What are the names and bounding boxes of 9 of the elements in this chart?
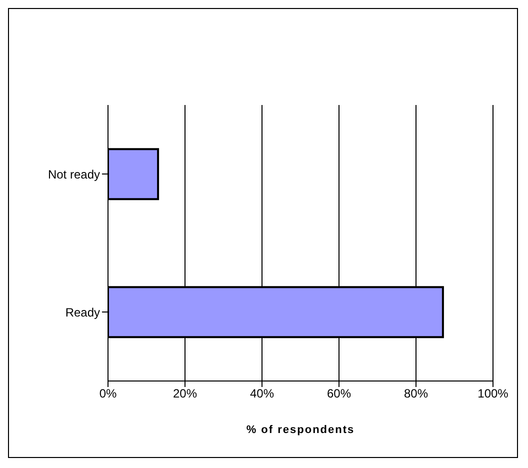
x-tick-label: 100% [478,386,509,401]
y-tick-label: Not ready [48,167,100,182]
x-tick-label: 0% [99,386,117,401]
x-tick-label: 60% [326,386,352,401]
x-axis-title: % of respondents [246,424,355,436]
x-tick-label: 40% [250,386,274,401]
x-tick-label: 80% [404,386,428,401]
x-tick-label: 20% [172,386,198,401]
y-tick-label: Ready [65,305,100,320]
